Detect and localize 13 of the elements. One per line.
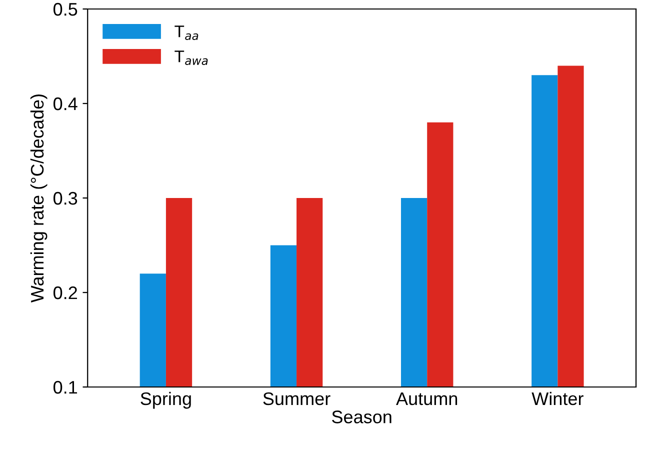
y-tick-label: 0.1 (54, 380, 78, 394)
y-tick-label: 0.4 (54, 97, 78, 110)
x-tick-label: Winter (532, 392, 584, 406)
x-tick-label: Spring (140, 392, 191, 409)
y-tick-label: 0.3 (54, 192, 78, 205)
x-axis-title: Season (332, 410, 392, 424)
y-tick-label: 0.5 (54, 2, 78, 16)
x-tick-label: Summer (263, 392, 330, 406)
y-tick-label: 0.2 (54, 286, 77, 300)
x-tick-label: Autumn (396, 392, 458, 406)
y-axis-title: Warming rate (°C/decade) (30, 94, 48, 303)
legend-label: T$_{awa}$ (174, 50, 208, 65)
legend-label: T$_{aa}$ (174, 26, 198, 40)
